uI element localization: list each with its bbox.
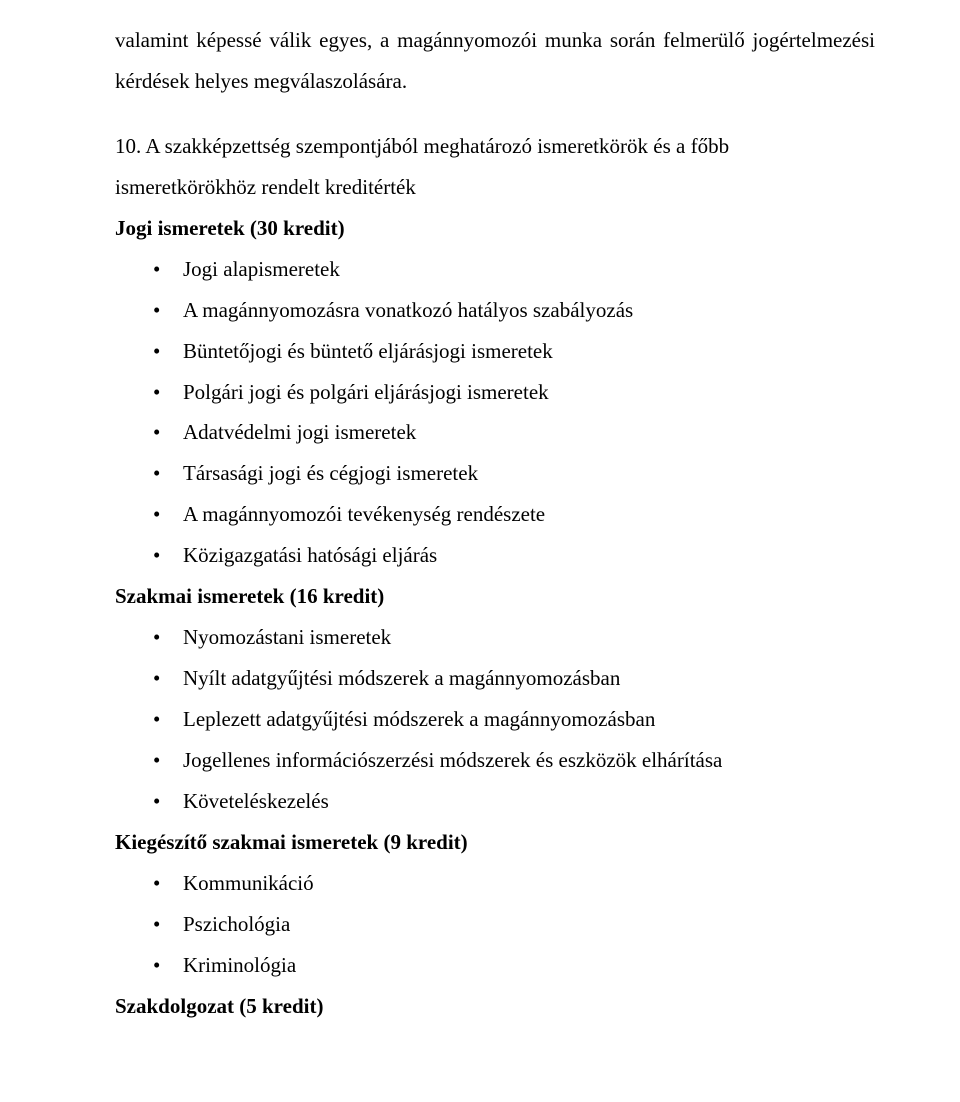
section-title-line1: A szakképzettség szempontjából meghatáro… (145, 134, 729, 158)
list-item: Jogi alapismeretek (153, 249, 875, 290)
list-item: Polgári jogi és polgári eljárásjogi isme… (153, 372, 875, 413)
list-item: Jogellenes információszerzési módszerek … (153, 740, 875, 781)
section-title-line2: ismeretkörökhöz rendelt kreditérték (115, 167, 875, 208)
list-item: Leplezett adatgyűjtési módszerek a magán… (153, 699, 875, 740)
list-item: Társasági jogi és cégjogi ismeretek (153, 453, 875, 494)
group1-list: Jogi alapismeretek A magánnyomozásra von… (115, 249, 875, 577)
group1-heading: Jogi ismeretek (30 kredit) (115, 208, 875, 249)
group2-heading: Szakmai ismeretek (16 kredit) (115, 576, 875, 617)
intro-paragraph: valamint képessé válik egyes, a magánnyo… (115, 20, 875, 102)
section-number: 10. (115, 134, 141, 158)
list-item: A magánnyomozói tevékenység rendészete (153, 494, 875, 535)
list-item: Pszichológia (153, 904, 875, 945)
list-item: Közigazgatási hatósági eljárás (153, 535, 875, 576)
list-item: Követeléskezelés (153, 781, 875, 822)
section-10-heading: 10. A szakképzettség szempontjából megha… (115, 126, 875, 167)
group3-list: Kommunikáció Pszichológia Kriminológia (115, 863, 875, 986)
list-item: Kommunikáció (153, 863, 875, 904)
list-item: Adatvédelmi jogi ismeretek (153, 412, 875, 453)
list-item: Nyílt adatgyűjtési módszerek a magánnyom… (153, 658, 875, 699)
list-item: Nyomozástani ismeretek (153, 617, 875, 658)
list-item: Kriminológia (153, 945, 875, 986)
group3-heading: Kiegészítő szakmai ismeretek (9 kredit) (115, 822, 875, 863)
thesis-heading: Szakdolgozat (5 kredit) (115, 986, 875, 1027)
group2-list: Nyomozástani ismeretek Nyílt adatgyűjtés… (115, 617, 875, 822)
list-item: Büntetőjogi és büntető eljárásjogi ismer… (153, 331, 875, 372)
list-item: A magánnyomozásra vonatkozó hatályos sza… (153, 290, 875, 331)
